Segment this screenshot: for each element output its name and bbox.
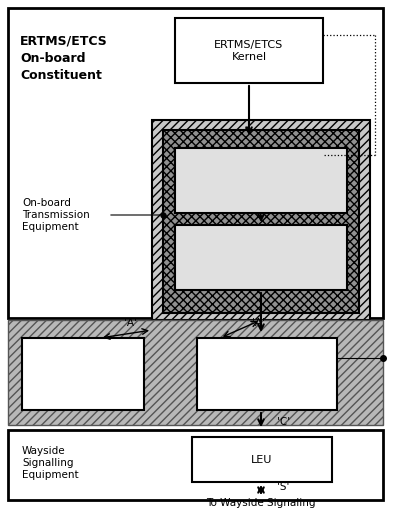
Bar <box>152 120 370 320</box>
Text: Wayside
Signalling
Equipment: Wayside Signalling Equipment <box>22 447 79 480</box>
Text: 'S': 'S' <box>277 482 289 492</box>
Text: On-board
Transmission
Equipment: On-board Transmission Equipment <box>22 199 90 232</box>
Bar <box>163 130 359 313</box>
Text: LEU: LEU <box>251 455 273 465</box>
Bar <box>175 225 347 290</box>
Text: To Wayside Signaling
or Interlocking: To Wayside Signaling or Interlocking <box>206 498 316 508</box>
Text: 'A': 'A' <box>124 318 136 328</box>
Text: Balise
Fixed: Balise Fixed <box>66 363 100 385</box>
Text: BTM function: BTM function <box>224 176 297 186</box>
Bar <box>175 148 347 213</box>
Bar <box>197 338 337 410</box>
Bar <box>22 338 144 410</box>
Bar <box>175 18 323 83</box>
Bar <box>8 430 383 500</box>
Text: ERTMS/ETCS: ERTMS/ETCS <box>20 35 108 48</box>
Bar <box>192 437 332 482</box>
Text: 'A': 'A' <box>251 318 264 328</box>
Text: 'C': 'C' <box>277 417 290 427</box>
Bar <box>8 8 383 318</box>
Text: Balise
Controlled: Balise Controlled <box>238 363 296 385</box>
Text: Constituent: Constituent <box>20 69 102 82</box>
Text: Antenna Unit: Antenna Unit <box>224 253 298 263</box>
Text: ERTMS/ETCS
Kernel: ERTMS/ETCS Kernel <box>214 40 284 62</box>
Bar <box>8 320 383 425</box>
Text: On-board: On-board <box>20 52 85 65</box>
